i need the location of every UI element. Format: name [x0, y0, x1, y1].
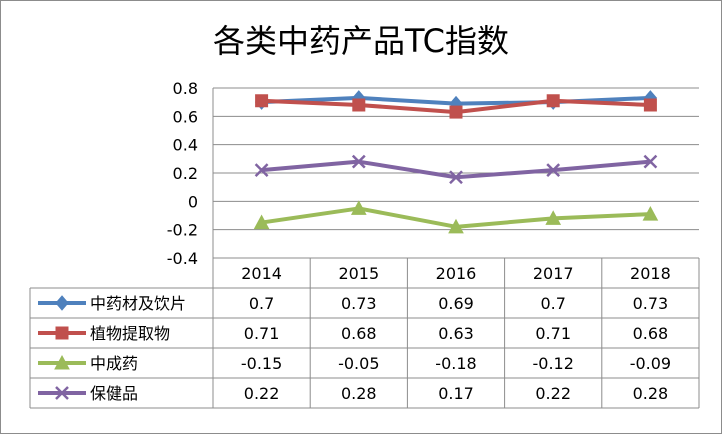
data-label: -0.18: [435, 354, 476, 373]
series-3: [253, 200, 659, 234]
series-4: [254, 154, 658, 185]
data-label: 0.28: [341, 384, 377, 403]
x-stroke: [449, 170, 463, 185]
y-tick-label: 0: [188, 192, 198, 211]
data-point: [351, 154, 366, 169]
data-label: 0.68: [341, 324, 377, 343]
legend-marker: [55, 295, 69, 311]
data-label: 0.22: [535, 384, 571, 403]
y-tick-label: 0.2: [173, 164, 198, 183]
data-label: 0.73: [341, 294, 377, 313]
data-point: [253, 214, 270, 230]
data-point: [449, 105, 463, 119]
data-point: [642, 206, 659, 221]
y-tick-label: 0.4: [173, 136, 198, 155]
y-tick-label: 0.8: [173, 79, 198, 98]
category-label: 2017: [533, 264, 574, 283]
data-point: [254, 163, 269, 178]
legend-marker: [55, 386, 69, 400]
data-point: [546, 163, 561, 178]
category-label: 2015: [338, 264, 379, 283]
category-label: 2018: [630, 264, 671, 283]
chart-title: 各类中药产品TC指数: [213, 22, 509, 60]
series-name: 保健品: [90, 384, 138, 403]
x-stroke: [254, 163, 269, 178]
data-point: [643, 154, 658, 169]
data-label: 0.69: [438, 294, 474, 313]
data-label: 0.71: [244, 324, 280, 343]
category-label: 2016: [436, 264, 477, 283]
legend-key: [38, 295, 86, 311]
y-tick-label: -0.4: [167, 249, 198, 268]
data-label: 0.28: [633, 384, 669, 403]
data-point: [448, 218, 464, 234]
data-point: [352, 98, 366, 112]
x-stroke: [351, 154, 366, 169]
legend-key: [38, 326, 86, 340]
category-label: 2014: [241, 264, 282, 283]
series-name: 中药材及饮片: [90, 294, 186, 313]
legend-marker: [54, 354, 70, 370]
y-tick-label: 0.6: [173, 107, 198, 126]
data-label: 0.63: [438, 324, 474, 343]
data-point: [449, 170, 463, 185]
data-label: 0.17: [438, 384, 474, 403]
series-lines: [253, 90, 659, 234]
series-2: [255, 94, 657, 119]
data-label: -0.09: [630, 354, 671, 373]
legend-key: [38, 386, 86, 400]
x-stroke: [643, 154, 658, 169]
data-label: -0.05: [338, 354, 379, 373]
data-label: -0.12: [532, 354, 573, 373]
data-point: [546, 94, 560, 108]
y-axis-ticks: 0.8 0.6 0.4 0.2 0 -0.2 -0.4: [167, 79, 198, 268]
data-label: 0.22: [244, 384, 280, 403]
data-label: 0.7: [249, 294, 274, 313]
series-name: 植物提取物: [90, 324, 170, 343]
data-label: -0.15: [241, 354, 282, 373]
x-stroke: [55, 386, 69, 400]
data-point: [255, 94, 269, 108]
data-label: 0.71: [535, 324, 571, 343]
x-stroke: [546, 163, 561, 178]
data-table: 2014 2015 2016 2017 2018 中药材及饮片 0.7 0.73 0.69 0.7…: [29, 257, 700, 409]
data-point: [643, 98, 657, 112]
data-label: 0.73: [633, 294, 669, 313]
legend-key: [38, 354, 86, 370]
data-point: [350, 200, 367, 215]
data-label: 0.7: [540, 294, 565, 313]
data-point: [545, 210, 562, 225]
series-name: 中成药: [90, 354, 138, 373]
y-tick-label: -0.2: [167, 221, 198, 240]
data-label: 0.68: [633, 324, 669, 343]
legend-marker: [55, 326, 69, 340]
